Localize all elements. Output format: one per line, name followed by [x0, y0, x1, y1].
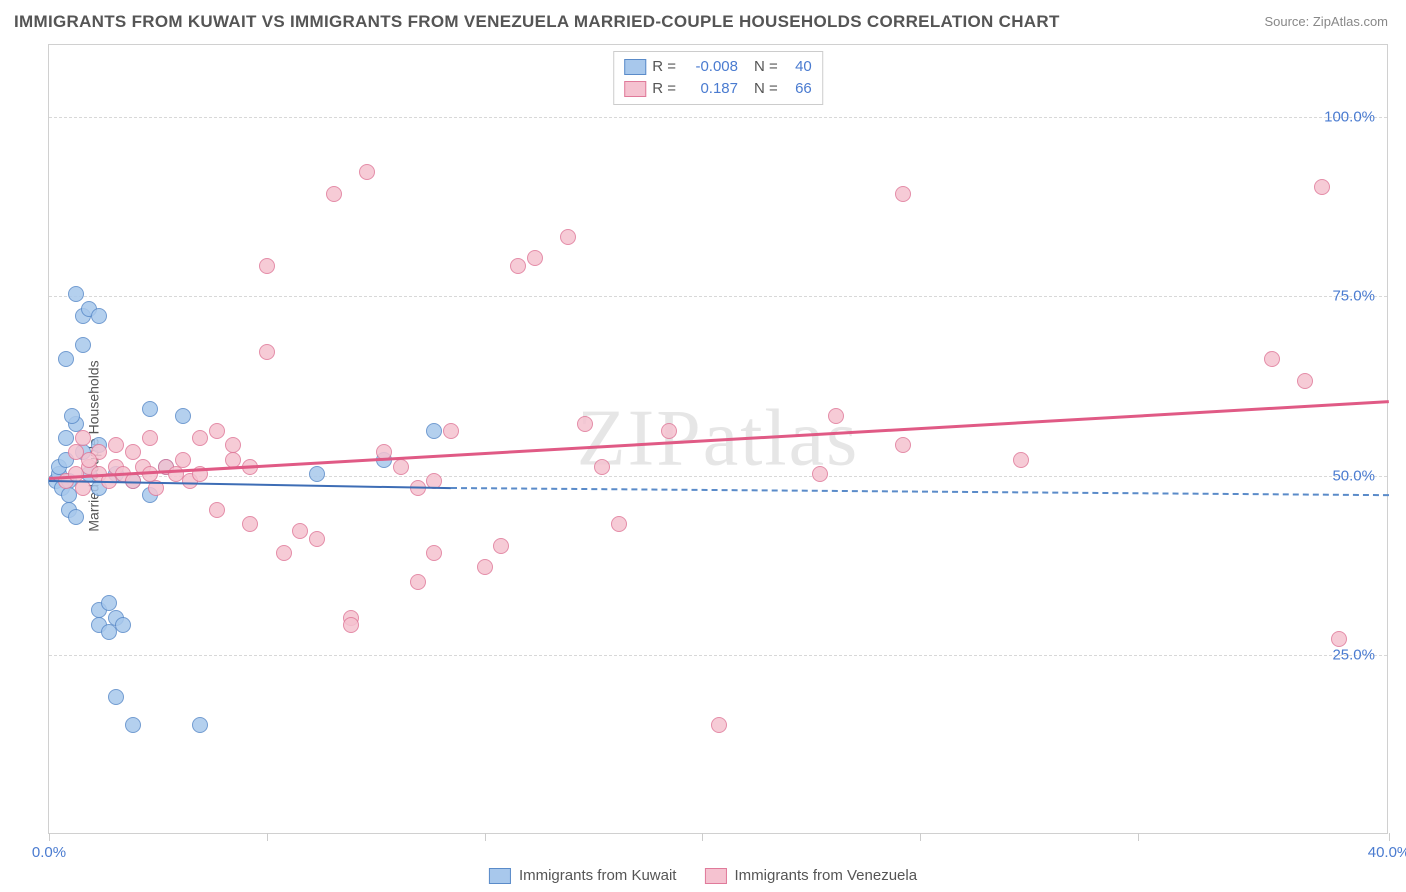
- data-point: [426, 545, 442, 561]
- data-point: [242, 516, 258, 532]
- data-point: [359, 164, 375, 180]
- r-value: -0.008: [682, 56, 738, 78]
- data-point: [68, 286, 84, 302]
- legend-item-venezuela: Immigrants from Venezuela: [704, 867, 917, 884]
- data-point: [68, 509, 84, 525]
- data-point: [309, 531, 325, 547]
- plot-area: ZIPatlas R =-0.008N =40R =0.187N =66 25.…: [48, 44, 1388, 834]
- data-point: [175, 452, 191, 468]
- data-point: [75, 337, 91, 353]
- y-tick-label: 50.0%: [1332, 467, 1375, 484]
- data-point: [101, 595, 117, 611]
- legend-correlation-box: R = -0.008 N = 40 R = 0.187 N = 66: [613, 51, 823, 105]
- r-label: R =: [652, 56, 676, 78]
- data-point: [91, 308, 107, 324]
- data-point: [64, 408, 80, 424]
- gridline: [49, 476, 1387, 477]
- data-point: [115, 617, 131, 633]
- x-tick: [1389, 833, 1390, 841]
- data-point: [577, 416, 593, 432]
- data-point: [1264, 351, 1280, 367]
- data-point: [142, 401, 158, 417]
- data-point: [192, 430, 208, 446]
- data-point: [895, 437, 911, 453]
- data-point: [1314, 179, 1330, 195]
- data-point: [527, 250, 543, 266]
- swatch-venezuela: [704, 868, 726, 884]
- chart-title: IMMIGRANTS FROM KUWAIT VS IMMIGRANTS FRO…: [14, 12, 1060, 32]
- data-point: [812, 466, 828, 482]
- x-tick-label: 0.0%: [32, 844, 66, 861]
- data-point: [1331, 631, 1347, 647]
- n-label: N =: [754, 78, 778, 100]
- r-label: R =: [652, 78, 676, 100]
- chart-container: IMMIGRANTS FROM KUWAIT VS IMMIGRANTS FRO…: [0, 0, 1406, 892]
- data-point: [393, 459, 409, 475]
- legend-label-venezuela: Immigrants from Venezuela: [734, 867, 917, 884]
- data-point: [343, 617, 359, 633]
- data-point: [259, 344, 275, 360]
- data-point: [560, 229, 576, 245]
- data-point: [125, 444, 141, 460]
- data-point: [477, 559, 493, 575]
- x-tick: [49, 833, 50, 841]
- x-tick: [702, 833, 703, 841]
- data-point: [58, 351, 74, 367]
- data-point: [611, 516, 627, 532]
- data-point: [292, 523, 308, 539]
- data-point: [209, 423, 225, 439]
- data-point: [711, 717, 727, 733]
- data-point: [209, 502, 225, 518]
- legend-bottom: Immigrants from Kuwait Immigrants from V…: [489, 867, 917, 884]
- x-tick: [485, 833, 486, 841]
- x-tick: [267, 833, 268, 841]
- swatch-icon: [624, 59, 646, 75]
- data-point: [142, 430, 158, 446]
- data-point: [81, 452, 97, 468]
- n-value: 40: [784, 56, 812, 78]
- data-point: [426, 423, 442, 439]
- data-point: [108, 689, 124, 705]
- legend-correlation-row: R = -0.008 N = 40: [624, 56, 812, 78]
- data-point: [58, 430, 74, 446]
- gridline: [49, 296, 1387, 297]
- y-tick-label: 75.0%: [1332, 288, 1375, 305]
- x-tick-label: 40.0%: [1368, 844, 1406, 861]
- data-point: [828, 408, 844, 424]
- data-point: [510, 258, 526, 274]
- data-point: [443, 423, 459, 439]
- r-value: 0.187: [682, 78, 738, 100]
- data-point: [125, 717, 141, 733]
- x-tick: [920, 833, 921, 841]
- legend-correlation-row: R = 0.187 N = 66: [624, 78, 812, 100]
- data-point: [493, 538, 509, 554]
- data-point: [410, 574, 426, 590]
- data-point: [1297, 373, 1313, 389]
- y-tick-label: 100.0%: [1324, 108, 1375, 125]
- trend-line: [49, 401, 1389, 480]
- data-point: [1013, 452, 1029, 468]
- data-point: [309, 466, 325, 482]
- data-point: [895, 186, 911, 202]
- data-point: [108, 437, 124, 453]
- data-point: [326, 186, 342, 202]
- data-point: [192, 717, 208, 733]
- data-point: [594, 459, 610, 475]
- trend-line-extrapolated: [451, 487, 1389, 496]
- data-point: [175, 408, 191, 424]
- data-point: [259, 258, 275, 274]
- source-label: Source: ZipAtlas.com: [1264, 14, 1388, 29]
- gridline: [49, 655, 1387, 656]
- data-point: [276, 545, 292, 561]
- n-value: 66: [784, 78, 812, 100]
- data-point: [661, 423, 677, 439]
- gridline: [49, 117, 1387, 118]
- n-label: N =: [754, 56, 778, 78]
- swatch-kuwait: [489, 868, 511, 884]
- y-tick-label: 25.0%: [1332, 647, 1375, 664]
- legend-item-kuwait: Immigrants from Kuwait: [489, 867, 677, 884]
- legend-label-kuwait: Immigrants from Kuwait: [519, 867, 677, 884]
- x-tick: [1138, 833, 1139, 841]
- swatch-icon: [624, 81, 646, 97]
